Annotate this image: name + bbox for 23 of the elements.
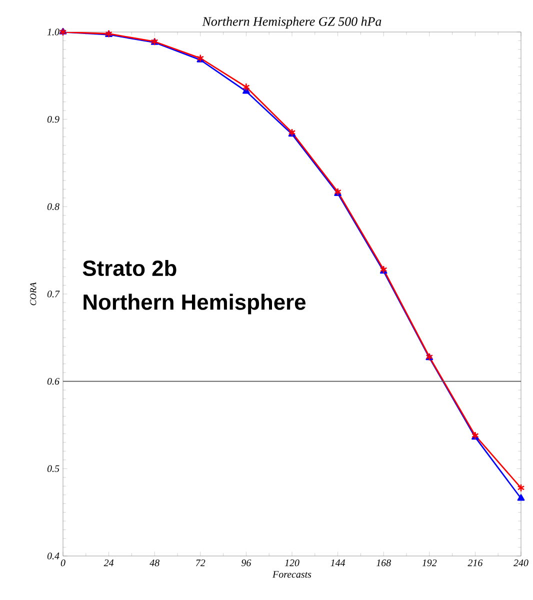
x-axis-title: Forecasts	[272, 571, 312, 578]
y-tick-label: 0.4	[47, 552, 60, 560]
x-tick-label: 144	[330, 560, 346, 566]
x-tick-label: 72	[196, 560, 206, 566]
y-axis-title: CORA	[30, 282, 36, 306]
y-tick-label: 0.5	[47, 465, 60, 472]
x-tick-label: 48	[150, 560, 160, 566]
y-tick-label: 0.9	[47, 116, 60, 123]
x-tick-label: 216	[468, 560, 483, 566]
x-tick-label: 192	[422, 560, 437, 566]
x-tick-label: 24	[104, 560, 114, 566]
y-tick-label: 0.6	[47, 378, 60, 385]
annotation: Northern Hemisphere	[84, 294, 306, 314]
y-tick-label: 0.7	[47, 290, 60, 298]
y-tick-label: 1.0	[47, 28, 60, 36]
annotation: Strato 2b	[82, 260, 176, 276]
chart-title: Northern Hemisphere GZ 500 hPa	[202, 16, 382, 28]
y-tick-label: 0.8	[47, 203, 60, 210]
x-tick-label: 0	[60, 560, 66, 566]
x-tick-label: 96	[242, 560, 252, 566]
x-tick-label: 240	[514, 560, 528, 566]
x-tick-label: 168	[376, 560, 391, 566]
x-tick-label: 120	[284, 560, 300, 566]
